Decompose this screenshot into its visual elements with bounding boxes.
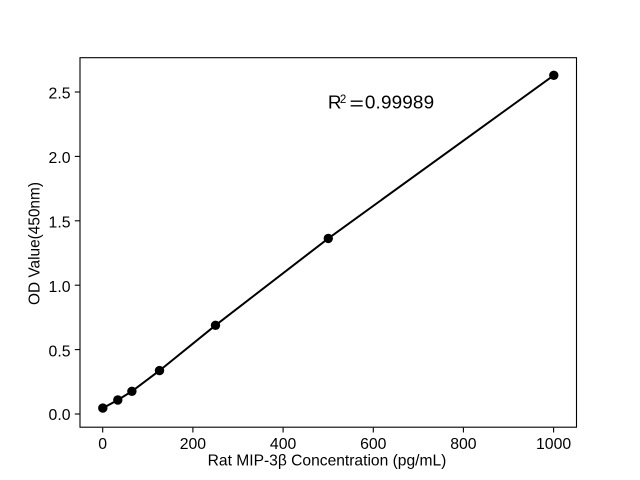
svg-text:=: = [350,92,364,114]
svg-text:0.5: 0.5 [49,343,71,360]
svg-text:2.5: 2.5 [49,86,71,103]
svg-text:1.0: 1.0 [49,279,71,296]
svg-text:Rat MIP-3β Concentration (pg/m: Rat MIP-3β Concentration (pg/mL) [208,452,447,469]
svg-text:R: R [328,93,342,114]
svg-text:200: 200 [180,436,207,453]
svg-text:0: 0 [98,436,107,453]
svg-text:2: 2 [340,94,346,106]
svg-text:800: 800 [450,436,477,453]
svg-text:600: 600 [360,436,387,453]
svg-text:400: 400 [270,436,297,453]
svg-text:OD Value(450nm): OD Value(450nm) [26,182,43,305]
svg-text:2.0: 2.0 [49,150,71,167]
svg-text:0.99989: 0.99989 [365,93,434,114]
svg-text:1000: 1000 [536,436,571,453]
svg-text:1.5: 1.5 [49,215,71,232]
svg-text:0.0: 0.0 [49,407,71,424]
